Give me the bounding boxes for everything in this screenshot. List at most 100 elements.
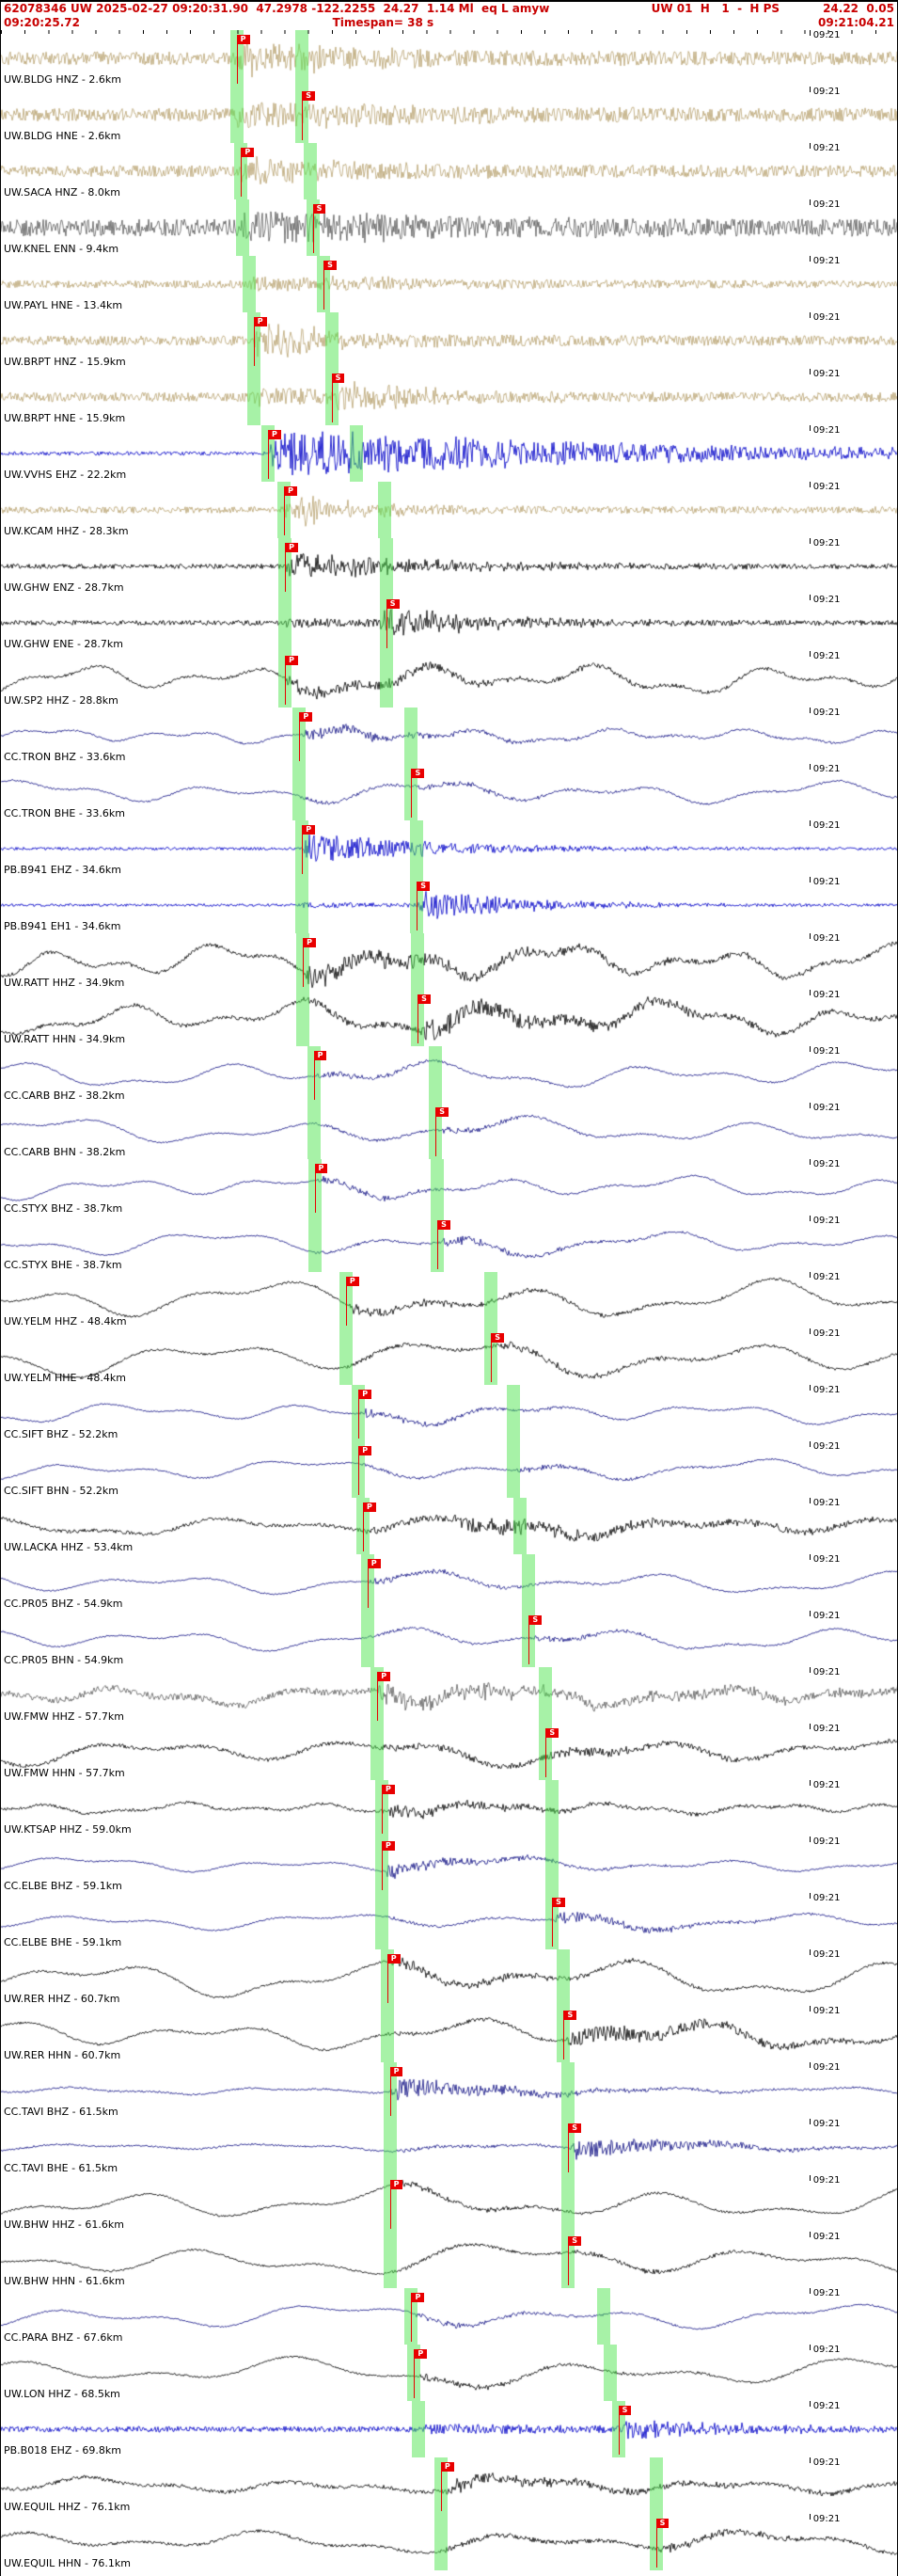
- pick-flag[interactable]: P: [382, 1841, 395, 1851]
- waveform-canvas[interactable]: [1, 199, 897, 256]
- pick-flag[interactable]: S: [528, 1615, 543, 1625]
- pick-flag[interactable]: S: [312, 204, 326, 214]
- pick-flag[interactable]: S: [435, 1107, 449, 1117]
- pick-flag[interactable]: P: [236, 35, 250, 44]
- waveform-canvas[interactable]: [1, 933, 897, 990]
- waveform-canvas[interactable]: [1, 1667, 897, 1724]
- pick-flag[interactable]: P: [382, 1785, 395, 1794]
- pick-flag[interactable]: P: [363, 1503, 376, 1512]
- trace-row: S 09:21 CC.PR05 BHN - 54.9km: [1, 1611, 897, 1667]
- pick-flag[interactable]: P: [284, 486, 298, 496]
- pick-flag[interactable]: S: [331, 374, 345, 383]
- trace-row: P 09:21 UW.SACA HNZ - 8.0km: [1, 143, 897, 199]
- pick-flag[interactable]: P: [267, 430, 281, 439]
- waveform-canvas[interactable]: [1, 1046, 897, 1103]
- pick-flag[interactable]: P: [345, 1277, 359, 1286]
- pick-flag[interactable]: P: [241, 148, 255, 157]
- pick-flag[interactable]: S: [552, 1898, 565, 1907]
- waveform-canvas[interactable]: [1, 1949, 897, 2006]
- trace-row: P 09:21 UW.KCAM HHZ - 28.3km: [1, 482, 897, 538]
- pick-flag[interactable]: S: [491, 1333, 505, 1343]
- waveform-canvas[interactable]: [1, 708, 897, 764]
- pick-flag[interactable]: P: [358, 1390, 372, 1399]
- minute-label: 09:21: [812, 2175, 841, 2186]
- waveform-canvas[interactable]: [1, 538, 897, 595]
- waveform-canvas[interactable]: [1, 425, 897, 482]
- waveform-canvas[interactable]: [1, 1724, 897, 1780]
- pick-flag[interactable]: S: [417, 882, 430, 891]
- waveform-canvas[interactable]: [1, 1554, 897, 1611]
- waveform-canvas[interactable]: [1, 143, 897, 199]
- waveform-canvas[interactable]: [1, 369, 897, 425]
- pick-flag[interactable]: P: [314, 1164, 328, 1173]
- waveform-canvas[interactable]: [1, 256, 897, 312]
- minute-label: 09:21: [812, 1216, 841, 1226]
- waveform-canvas[interactable]: [1, 1159, 897, 1216]
- pick-flag[interactable]: S: [411, 769, 425, 778]
- minute-tick: [809, 1441, 811, 1447]
- pick-flag[interactable]: P: [285, 656, 298, 665]
- waveform-canvas[interactable]: [1, 651, 897, 708]
- waveform-canvas[interactable]: [1, 482, 897, 538]
- pick-flag[interactable]: P: [302, 825, 316, 835]
- waveform-canvas[interactable]: [1, 2345, 897, 2401]
- pick-flag[interactable]: S: [323, 261, 337, 270]
- waveform-canvas[interactable]: [1, 2401, 897, 2457]
- pick-flag[interactable]: S: [655, 2519, 670, 2528]
- pick-flag[interactable]: P: [367, 1559, 381, 1568]
- pick-flag[interactable]: S: [386, 599, 400, 609]
- pick-flag[interactable]: S: [568, 2236, 581, 2246]
- waveform-canvas[interactable]: [1, 1103, 897, 1159]
- trace-row: P 09:21 CC.PR05 BHZ - 54.9km: [1, 1554, 897, 1611]
- pick-flag[interactable]: S: [563, 2011, 577, 2020]
- pick-flag[interactable]: S: [417, 994, 431, 1004]
- waveform-canvas[interactable]: [1, 2062, 897, 2119]
- pick-flag[interactable]: P: [389, 2180, 403, 2189]
- waveform-canvas[interactable]: [1, 1893, 897, 1949]
- waveform-canvas[interactable]: [1, 1837, 897, 1893]
- pick-flag[interactable]: P: [411, 2293, 425, 2302]
- pick-flag[interactable]: S: [302, 91, 315, 101]
- pick-flag[interactable]: P: [313, 1051, 327, 1060]
- waveform-canvas[interactable]: [1, 820, 897, 877]
- waveform-canvas[interactable]: [1, 2119, 897, 2175]
- waveform-canvas[interactable]: [1, 2288, 897, 2345]
- trace-label: UW.PAYL HNE - 13.4km: [4, 299, 123, 311]
- waveform-canvas[interactable]: [1, 877, 897, 933]
- pick-flag[interactable]: P: [389, 2067, 403, 2076]
- waveform-canvas[interactable]: [1, 1328, 897, 1385]
- trace-row: P 09:21 UW.SP2 HHZ - 28.8km: [1, 651, 897, 708]
- waveform-canvas[interactable]: [1, 2175, 897, 2232]
- waveform-canvas[interactable]: [1, 312, 897, 369]
- pick-flag[interactable]: P: [358, 1446, 372, 1455]
- waveform-canvas[interactable]: [1, 1272, 897, 1328]
- waveform-canvas[interactable]: [1, 2514, 897, 2570]
- waveform-canvas[interactable]: [1, 764, 897, 820]
- pick-flag[interactable]: S: [568, 2123, 581, 2133]
- waveform-canvas[interactable]: [1, 2006, 897, 2062]
- pick-flag[interactable]: P: [285, 543, 298, 552]
- waveform-canvas[interactable]: [1, 2232, 897, 2288]
- waveform-canvas[interactable]: [1, 990, 897, 1046]
- waveform-canvas[interactable]: [1, 1780, 897, 1837]
- pick-flag[interactable]: P: [414, 2349, 428, 2359]
- pick-flag[interactable]: P: [377, 1672, 391, 1681]
- waveform-canvas[interactable]: [1, 87, 897, 143]
- pick-flag[interactable]: P: [303, 938, 317, 947]
- pick-flag[interactable]: P: [440, 2462, 454, 2472]
- pick-flag[interactable]: S: [437, 1220, 450, 1230]
- waveform-canvas[interactable]: [1, 30, 897, 87]
- pick-flag[interactable]: P: [299, 712, 313, 722]
- pick-flag[interactable]: P: [386, 1954, 401, 1964]
- pick-flag[interactable]: P: [253, 317, 267, 326]
- waveform-canvas[interactable]: [1, 595, 897, 651]
- minute-tick: [809, 1159, 811, 1165]
- waveform-canvas[interactable]: [1, 1441, 897, 1498]
- pick-flag[interactable]: S: [618, 2406, 632, 2415]
- trace-row: S 09:21 CC.ELBE BHE - 59.1km: [1, 1893, 897, 1949]
- waveform-canvas[interactable]: [1, 1498, 897, 1554]
- trace-label: CC.SIFT BHN - 52.2km: [4, 1485, 119, 1497]
- waveform-canvas[interactable]: [1, 1385, 897, 1441]
- pick-flag[interactable]: S: [545, 1728, 559, 1738]
- waveform-canvas[interactable]: [1, 1611, 897, 1667]
